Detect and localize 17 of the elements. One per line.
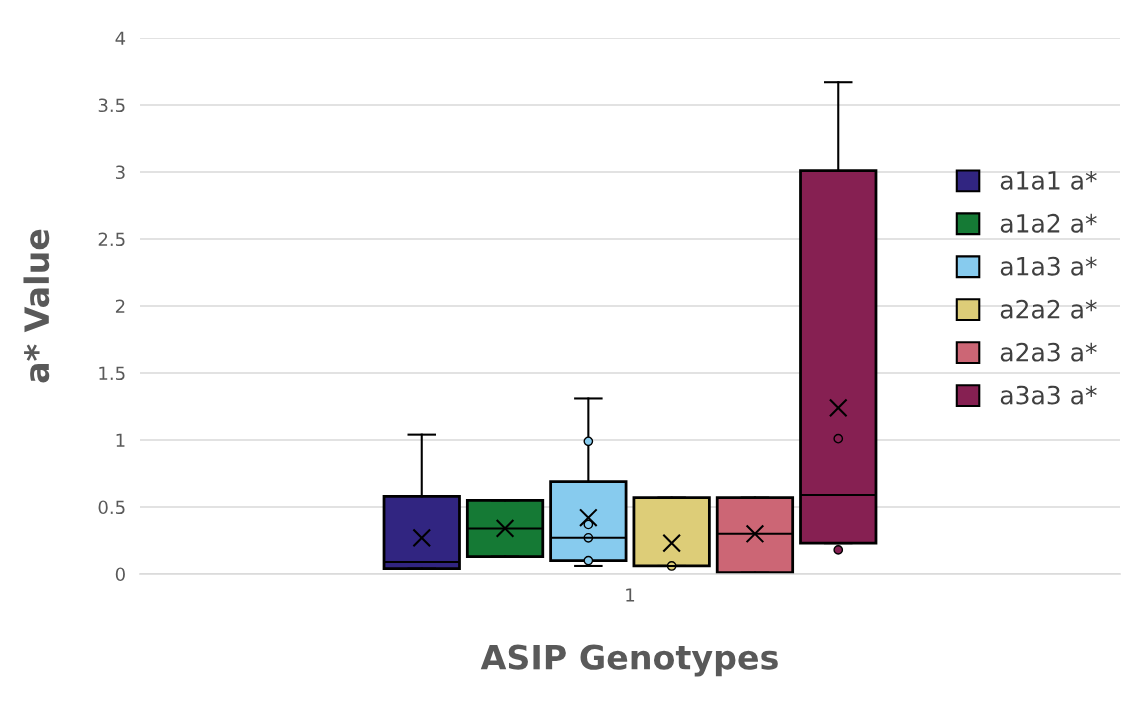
y-tick-label: 1 — [116, 433, 125, 447]
legend-label: a3a3 a* — [1000, 385, 1097, 405]
y-tick-label: 3.5 — [98, 98, 125, 113]
legend-label: a1a2 a* — [1000, 213, 1097, 233]
y-axis-title: a* Value — [23, 229, 50, 383]
y-tick-label: 1.5 — [99, 366, 125, 381]
y-tick-label: 2 — [115, 299, 125, 313]
y-tick-label: 4 — [115, 31, 126, 45]
legend-label: a2a2 a* — [1000, 299, 1097, 319]
legend-label: a1a3 a* — [1000, 256, 1097, 276]
legend-label: a2a3 a* — [1000, 342, 1097, 362]
y-tick-label: 3 — [116, 165, 125, 180]
legend-label: a1a1 a* — [1000, 170, 1097, 190]
x-axis-title: ASIP Genotypes — [480, 644, 778, 677]
y-tick-label: 2.5 — [98, 232, 125, 247]
y-tick-label: 0.5 — [98, 500, 125, 515]
y-tick-label: 0 — [115, 567, 125, 582]
